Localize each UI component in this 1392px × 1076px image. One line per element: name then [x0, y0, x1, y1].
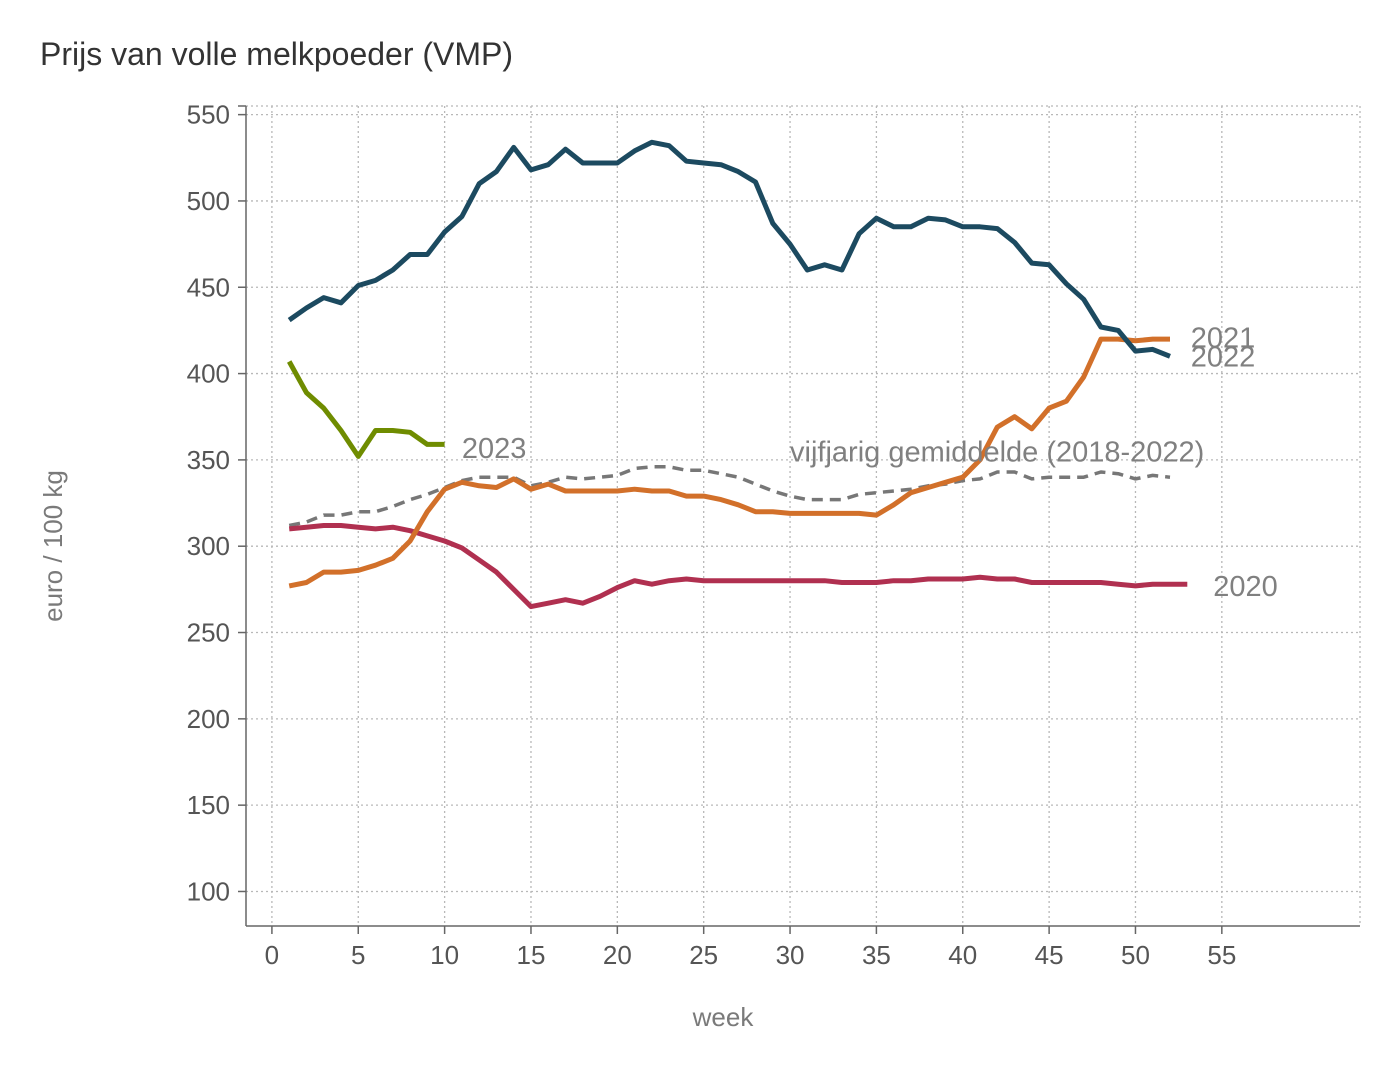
x-tick-label: 55 — [1207, 940, 1236, 970]
y-tick-label: 300 — [187, 531, 230, 561]
x-tick-label: 15 — [517, 940, 546, 970]
series-label: 2022 — [1191, 341, 1256, 373]
x-tick-label: 40 — [948, 940, 977, 970]
y-tick-label: 250 — [187, 618, 230, 648]
series-label: 2021 — [1191, 322, 1256, 354]
axes — [238, 105, 1360, 927]
x-tick-label: 10 — [430, 940, 459, 970]
series-line-2020 — [288, 523, 1188, 610]
grid — [246, 105, 1361, 926]
y-tick-labels: 100 150 200 250 300 350 400 450 500 550 — [187, 100, 246, 906]
series-line-2021 — [288, 336, 1170, 589]
series-label: vijfjarig gemiddelde (2018-2022) — [790, 436, 1204, 468]
x-tick-label: 50 — [1121, 940, 1150, 970]
y-tick-label: 400 — [187, 359, 230, 389]
x-tick-label: 0 — [265, 940, 279, 970]
y-axis-title: euro / 100 kg — [38, 470, 68, 622]
x-tick-label: 20 — [603, 940, 632, 970]
y-tick-label: 200 — [187, 704, 230, 734]
x-tick-label: 30 — [776, 940, 805, 970]
y-tick-label: 450 — [187, 272, 230, 302]
x-tick-label: 25 — [689, 940, 718, 970]
y-tick-label: 500 — [187, 186, 230, 216]
series-line-vijfjarig — [288, 465, 1171, 528]
x-tick-label: 35 — [862, 940, 891, 970]
series-labels: vijfjarig gemiddelde (2018-2022) 2020 2021… — [462, 322, 1278, 603]
series-line-2022 — [287, 139, 1171, 359]
series-lines — [287, 139, 1188, 610]
series-label: 2020 — [1213, 571, 1278, 603]
x-tick-label: 5 — [351, 940, 365, 970]
y-tick-label: 100 — [187, 876, 230, 906]
series-label: 2023 — [462, 433, 527, 465]
x-tick-labels: 0 5 10 15 20 25 30 35 40 45 50 55 — [265, 926, 1236, 970]
y-tick-label: 550 — [187, 100, 230, 130]
chart-title: Prijs van volle melkpoeder (VMP) — [40, 36, 514, 72]
x-axis-title: week — [692, 1002, 755, 1032]
x-tick-label: 45 — [1035, 940, 1064, 970]
y-tick-label: 150 — [187, 790, 230, 820]
series-line-2023 — [287, 360, 445, 459]
y-tick-label: 350 — [187, 445, 230, 475]
